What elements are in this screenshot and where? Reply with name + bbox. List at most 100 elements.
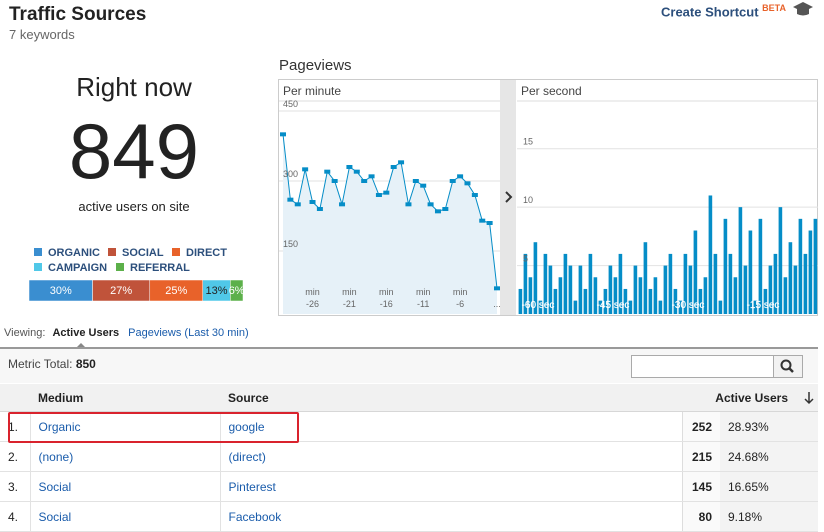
y-tick-label: 450 [283, 99, 298, 109]
point [405, 202, 412, 207]
table-row: 4. Social Facebook 80 9.18% [0, 501, 818, 532]
bar [653, 277, 658, 314]
tab-active-users[interactable]: Active Users [52, 327, 120, 339]
tab-pageviews[interactable]: Pageviews (Last 30 min) [128, 327, 249, 339]
bar [788, 242, 793, 314]
panel-divider[interactable] [500, 80, 516, 315]
point [368, 174, 375, 179]
bar [733, 277, 738, 314]
bar [528, 277, 533, 314]
bar [768, 265, 773, 314]
bar [658, 300, 663, 314]
bar [628, 300, 633, 314]
create-shortcut[interactable]: Create Shortcut BETA [661, 3, 786, 19]
metric-total-label: Metric Total: [8, 357, 73, 371]
bar [648, 288, 653, 314]
row-index: 3. [0, 471, 31, 502]
x-unit-label: min [342, 287, 357, 297]
bar [798, 218, 803, 314]
search-input[interactable] [631, 355, 774, 378]
subtitle: 7 keywords [9, 27, 75, 42]
bar [563, 253, 568, 314]
y-tick-label: 300 [283, 169, 298, 179]
bar [748, 230, 753, 314]
bar [573, 300, 578, 314]
bar [678, 300, 683, 314]
segment-label: 6% [229, 285, 245, 297]
bar [593, 277, 598, 314]
x-tick-label: -16 [380, 299, 393, 309]
medium-link[interactable]: Social [30, 471, 220, 502]
bar [538, 300, 543, 314]
medium-link[interactable]: Social [30, 501, 220, 532]
bar [723, 218, 728, 314]
legend-swatch [108, 248, 116, 256]
x-tick-label: -26 [306, 299, 319, 309]
bar [613, 277, 618, 314]
bar [608, 265, 613, 314]
x-unit-label: min [453, 287, 468, 297]
bar [713, 253, 718, 314]
viewing-row: Viewing: Active Users Pageviews (Last 30… [4, 327, 249, 339]
active-users-share: 28.93% [720, 411, 818, 442]
bar [668, 253, 673, 314]
bar [623, 288, 628, 314]
point [464, 181, 471, 186]
x-tick-label: -60 sec [522, 300, 555, 311]
bar [533, 242, 538, 314]
point [287, 197, 294, 202]
source-link[interactable]: Pinterest [219, 471, 682, 502]
row-index: 4. [0, 501, 31, 532]
legend-swatch [34, 248, 42, 256]
area [283, 134, 497, 314]
col-source[interactable]: Source [220, 384, 682, 412]
expand-arrow[interactable] [505, 191, 513, 203]
legend-swatch [172, 248, 180, 256]
bar [633, 265, 638, 314]
bar [643, 242, 648, 314]
bar [698, 288, 703, 314]
x-unit-label: min [305, 287, 320, 297]
medium-link[interactable]: (none) [30, 441, 220, 472]
bar [518, 288, 523, 314]
bar [558, 277, 563, 314]
source-link[interactable]: google [219, 411, 682, 442]
bar [663, 265, 668, 314]
bar [618, 253, 623, 314]
bar [603, 288, 608, 314]
active-users: 80 [681, 501, 720, 532]
shortcut-label[interactable]: Create Shortcut [661, 4, 759, 20]
bar [763, 288, 768, 314]
search-button[interactable] [773, 355, 803, 378]
active-users-share: 24.68% [720, 441, 818, 472]
cap-icon[interactable] [792, 1, 814, 17]
col-active-users[interactable]: Active Users [682, 384, 818, 412]
bar [548, 265, 553, 314]
y-tick-label: 5 [523, 254, 528, 264]
breakdown: ORGANIC SOCIAL DIRECT CAMPAIGN REFERRAL 30% 27… [28, 247, 245, 302]
x-tick-label: -30 sec [672, 300, 705, 311]
point [494, 286, 500, 291]
point [280, 132, 286, 137]
point [383, 190, 390, 195]
bar [803, 253, 808, 314]
point [346, 165, 353, 169]
header-row: Medium Source Active Users [0, 384, 818, 412]
bar [758, 218, 763, 314]
point [353, 169, 360, 174]
point [316, 207, 323, 211]
right-now-title: Right now [76, 72, 192, 102]
per-minute-plot [279, 110, 500, 314]
bar [778, 207, 783, 314]
bar [808, 230, 813, 314]
legend-label: REFERRAL [130, 262, 190, 274]
active-users: 145 [681, 471, 720, 502]
source-link[interactable]: Facebook [219, 501, 682, 532]
per-second-plot [517, 148, 818, 314]
point [309, 200, 316, 204]
point [434, 209, 441, 214]
sort-arrow[interactable] [803, 391, 815, 405]
source-link[interactable]: (direct) [219, 441, 682, 472]
col-medium[interactable]: Medium [0, 384, 220, 412]
active-users-count: 849 [68, 107, 200, 195]
